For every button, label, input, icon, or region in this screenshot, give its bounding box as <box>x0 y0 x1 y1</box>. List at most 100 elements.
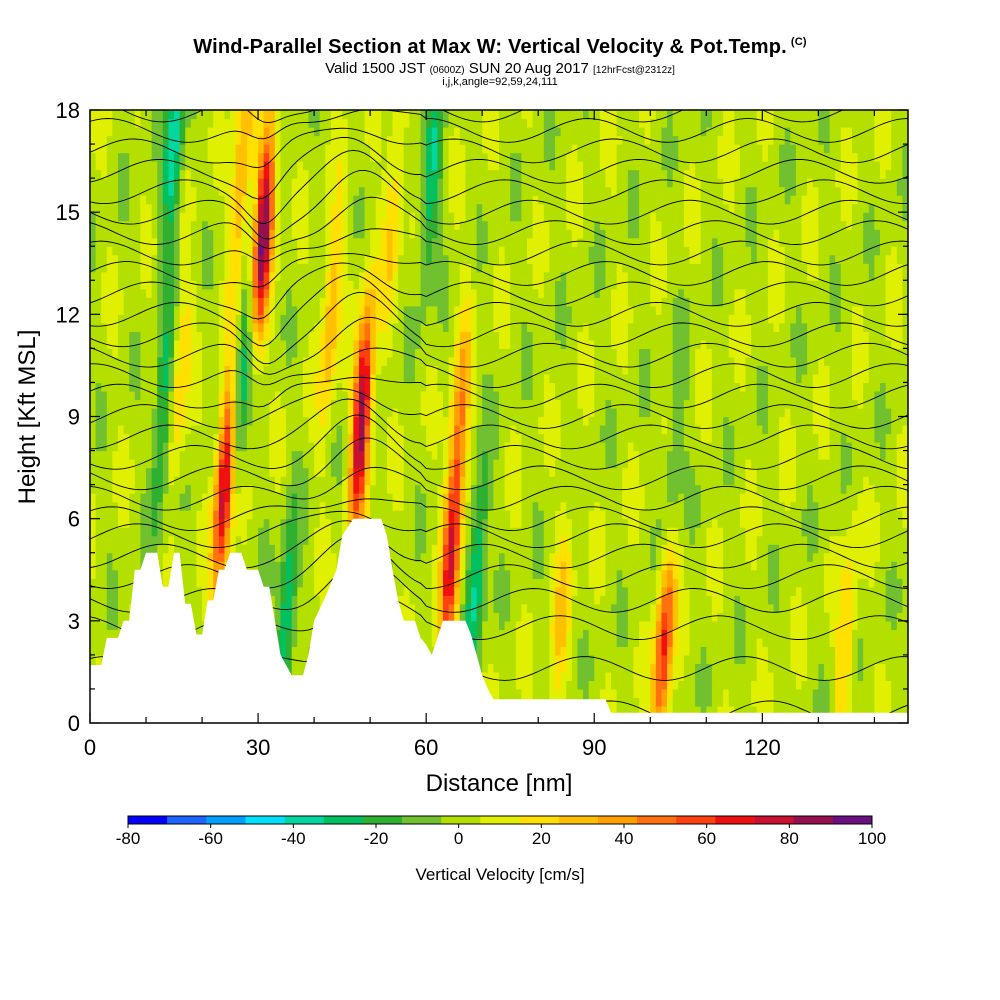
velocity-cell <box>252 339 259 349</box>
velocity-cell <box>465 178 472 188</box>
velocity-cell <box>442 305 450 315</box>
velocity-cell <box>448 144 455 154</box>
velocity-cell <box>364 297 371 307</box>
velocity-cell <box>319 237 326 247</box>
velocity-cell <box>246 110 254 120</box>
velocity-cell <box>263 195 270 205</box>
velocity-cell <box>342 135 349 145</box>
velocity-cell <box>190 110 198 120</box>
velocity-cell <box>134 416 142 426</box>
velocity-cell <box>95 535 102 545</box>
velocity-cell <box>325 399 332 409</box>
velocity-cell <box>185 229 192 239</box>
velocity-cell <box>241 373 248 384</box>
velocity-cell <box>140 237 147 247</box>
velocity-cell <box>106 339 114 349</box>
velocity-cell <box>459 195 466 205</box>
velocity-cell <box>213 476 220 486</box>
velocity-cell <box>297 561 304 571</box>
velocity-cell <box>129 263 136 273</box>
velocity-cell <box>106 527 114 537</box>
velocity-cell <box>302 493 310 503</box>
velocity-cell <box>386 390 394 401</box>
chart-title: Wind-Parallel Section at Max W: Vertical… <box>0 36 1000 59</box>
velocity-cell <box>106 288 114 298</box>
subtitle-valid: Valid 1500 JST <box>325 60 426 77</box>
velocity-cell <box>134 365 142 375</box>
velocity-cell <box>213 510 220 520</box>
velocity-cell <box>392 459 399 469</box>
velocity-cell <box>162 186 170 196</box>
velocity-cell <box>414 186 422 196</box>
velocity-cell <box>95 586 102 596</box>
velocity-cell <box>431 339 438 349</box>
velocity-cell <box>241 527 248 537</box>
velocity-cell <box>375 425 382 435</box>
velocity-cell <box>185 518 192 528</box>
velocity-cell <box>230 493 237 503</box>
velocity-cell <box>101 552 108 562</box>
velocity-cell <box>470 544 478 554</box>
velocity-cell <box>330 561 338 571</box>
velocity-cell <box>246 339 254 349</box>
velocity-cell <box>174 195 181 205</box>
velocity-cell <box>168 365 175 375</box>
velocity-cell <box>403 118 410 128</box>
velocity-cell <box>347 254 354 264</box>
velocity-cell <box>151 476 158 486</box>
velocity-cell <box>437 518 444 528</box>
velocity-cell <box>252 203 259 213</box>
velocity-cell <box>123 203 130 213</box>
velocity-cell <box>230 425 237 435</box>
velocity-cell <box>297 484 304 494</box>
velocity-cell <box>213 144 220 154</box>
velocity-cell <box>134 399 142 409</box>
velocity-cell <box>476 612 483 622</box>
velocity-cell <box>319 356 326 367</box>
velocity-cell <box>241 178 248 188</box>
velocity-cell <box>168 118 175 128</box>
velocity-cell <box>213 254 220 264</box>
velocity-cell <box>280 552 287 562</box>
velocity-cell <box>252 493 259 503</box>
velocity-cell <box>442 382 450 392</box>
velocity-cell <box>202 569 209 579</box>
velocity-cell <box>336 390 343 401</box>
velocity-cell <box>213 569 220 579</box>
velocity-cell <box>454 407 461 418</box>
velocity-cell <box>263 322 270 332</box>
velocity-cell <box>252 399 259 409</box>
velocity-cell <box>118 322 125 332</box>
velocity-cell <box>381 212 388 222</box>
velocity-cell <box>123 331 130 341</box>
velocity-cell <box>431 229 438 239</box>
velocity-cell <box>437 144 444 154</box>
velocity-cell <box>235 407 242 418</box>
velocity-cell <box>386 186 394 196</box>
velocity-cell <box>280 629 287 639</box>
velocity-cell <box>437 595 444 605</box>
velocity-cell <box>403 348 410 358</box>
velocity-cell <box>213 459 220 469</box>
velocity-cell <box>465 535 472 545</box>
velocity-cell <box>302 288 310 298</box>
velocity-cell <box>280 544 287 554</box>
velocity-cell <box>230 118 237 128</box>
velocity-cell <box>106 390 114 401</box>
velocity-cell <box>190 603 198 613</box>
velocity-cell <box>398 186 405 196</box>
velocity-cell <box>442 544 450 554</box>
velocity-cell <box>330 493 338 503</box>
velocity-cell <box>129 518 136 528</box>
velocity-cell <box>95 518 102 528</box>
velocity-cell <box>258 390 265 401</box>
velocity-cell <box>297 595 304 605</box>
velocity-cell <box>174 161 181 171</box>
velocity-cell <box>252 365 259 375</box>
velocity-cell <box>235 229 242 239</box>
velocity-cell <box>375 237 382 247</box>
velocity-cell <box>134 561 142 571</box>
velocity-cell <box>297 442 304 452</box>
velocity-cell <box>230 135 237 145</box>
velocity-cell <box>95 612 102 622</box>
